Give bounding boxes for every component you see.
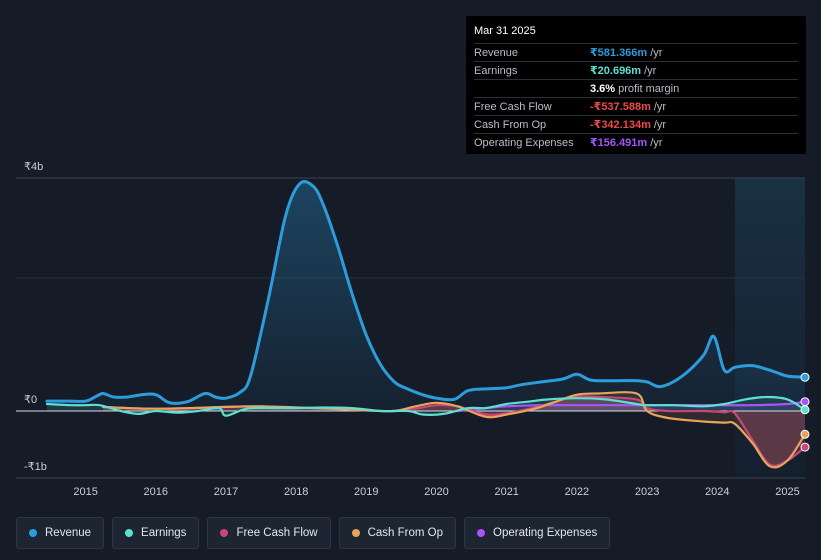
tooltip-row-label: Free Cash Flow <box>474 100 552 113</box>
legend-dot-icon <box>351 529 360 537</box>
forecast-region <box>735 178 805 478</box>
series-end-point-cash-from-op <box>800 429 810 439</box>
tooltip-row-label: Operating Expenses <box>474 136 574 149</box>
tooltip-row-unit: /yr <box>650 46 663 59</box>
tooltip-date: Mar 31 2025 <box>474 25 536 37</box>
y-label-zero: ₹0 <box>24 394 37 406</box>
legend-dot-icon <box>477 529 486 537</box>
tooltip-row: Cash From Op -₹342.134m/yr <box>474 115 798 133</box>
x-tick-label: 2020 <box>424 486 448 498</box>
tooltip-row: Revenue ₹581.366m/yr <box>474 43 798 61</box>
legend-dot-icon <box>220 529 229 537</box>
tooltip-row: Earnings ₹20.696m/yr <box>474 61 798 79</box>
tooltip-row-value: ₹20.696m <box>590 65 642 77</box>
legend-label: Free Cash Flow <box>236 527 318 539</box>
series-line-cash-from-op <box>102 391 807 469</box>
tooltip-row-value: ₹581.366m <box>590 47 648 59</box>
x-tick-label: 2025 <box>775 486 799 498</box>
legend-label: Revenue <box>45 527 92 539</box>
series-line-earnings <box>45 395 807 417</box>
tooltip-row-value: ₹156.491m <box>590 137 648 149</box>
series-end-point-operating-expenses <box>800 397 810 407</box>
x-tick-label: 2021 <box>494 486 518 498</box>
tooltip-row: Operating Expenses ₹156.491m/yr <box>474 133 798 151</box>
tooltip-row-unit: profit margin <box>618 82 680 95</box>
series-area-revenue <box>47 181 805 411</box>
tooltip-row-label: Earnings <box>474 64 518 77</box>
tooltip-row: 3.6% profit margin <box>474 79 798 97</box>
chart: ₹4b ₹0 -₹1b 2015 2016 2017 2018 2019 2020 2021… <box>16 161 810 498</box>
tooltip-row-unit: /yr <box>644 64 657 77</box>
tooltip-row-label: Revenue <box>474 46 519 59</box>
series-end-point-free-cash-flow <box>800 442 810 452</box>
x-tick-label: 2019 <box>354 486 378 498</box>
x-tick-label: 2022 <box>565 486 589 498</box>
x-tick-label: 2023 <box>635 486 659 498</box>
series-end-point-revenue <box>800 372 810 382</box>
tooltip-row-value: -₹342.134m <box>590 119 651 131</box>
legend-item-operating-expenses[interactable]: Operating Expenses <box>464 517 611 549</box>
tooltip: Mar 31 2025 Revenue ₹581.366m/yr Earnings ₹… <box>466 16 806 154</box>
legend: Revenue Earnings Free Cash Flow Cash From O… <box>16 517 611 549</box>
legend-dot-icon <box>125 529 134 537</box>
tooltip-row-value: 3.6% <box>590 82 616 95</box>
tooltip-row-unit: /yr <box>653 118 667 131</box>
x-tick-label: 2015 <box>73 486 97 498</box>
legend-label: Cash From Op <box>367 527 444 539</box>
legend-item-revenue[interactable]: Revenue <box>16 517 105 549</box>
tooltip-row-value: -₹537.588m <box>590 101 651 113</box>
legend-item-cash-from-op[interactable]: Cash From Op <box>338 517 457 549</box>
x-tick-label: 2017 <box>214 486 238 498</box>
legend-dot-icon <box>29 529 37 537</box>
legend-item-earnings[interactable]: Earnings <box>112 517 200 549</box>
tooltip-row-unit: /yr <box>650 136 663 149</box>
legend-label: Operating Expenses <box>493 527 598 539</box>
tooltip-row-label: Cash From Op <box>474 118 547 131</box>
series-end-point-earnings <box>800 405 810 415</box>
tooltip-row: Free Cash Flow -₹537.588m/yr <box>474 97 798 115</box>
tooltip-row-unit: /yr <box>653 100 667 113</box>
legend-label: Earnings <box>141 527 187 539</box>
x-tick-label: 2024 <box>705 486 729 498</box>
series-line-operating-expenses <box>456 400 807 413</box>
y-label-top: ₹4b <box>24 161 43 173</box>
series-line-revenue <box>45 180 807 405</box>
x-tick-label: 2018 <box>284 486 308 498</box>
x-tick-label: 2016 <box>144 486 168 498</box>
legend-item-free-cash-flow[interactable]: Free Cash Flow <box>207 517 331 549</box>
y-label-bottom: -₹1b <box>24 461 47 473</box>
